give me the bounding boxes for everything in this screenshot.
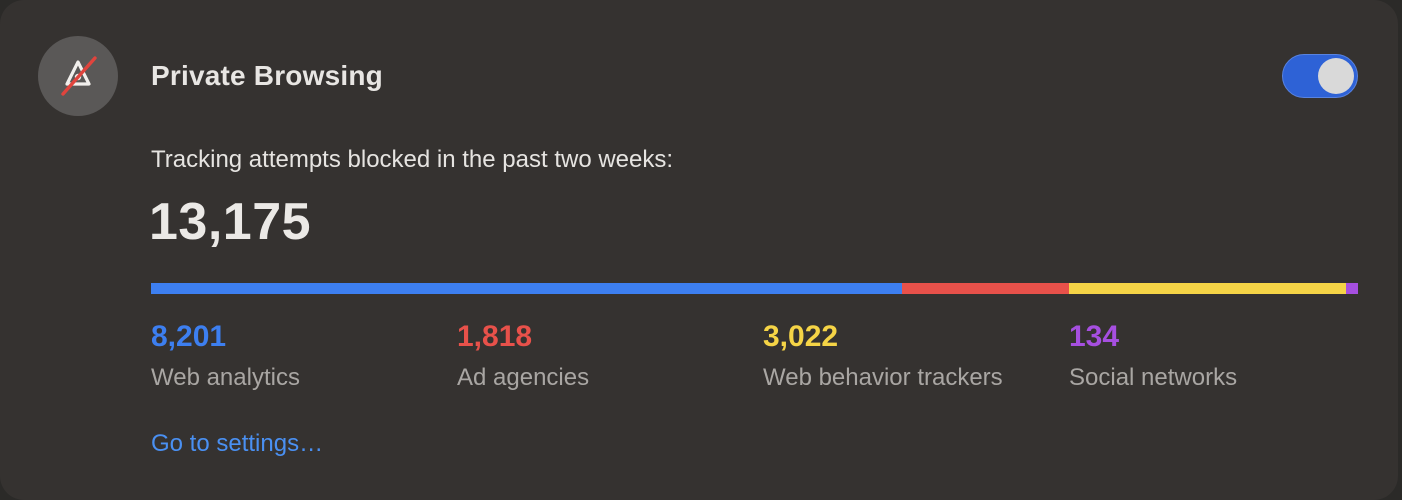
stat-web-analytics: 8,201 Web analytics <box>151 320 300 392</box>
bar-segment-social-networks <box>1345 283 1358 294</box>
stat-label: Ad agencies <box>457 364 590 391</box>
private-browsing-shield-icon <box>38 36 118 116</box>
stat-label: Web behavior trackers <box>763 364 1003 391</box>
toggle-knob <box>1318 58 1354 94</box>
stat-label: Social networks <box>1069 364 1238 391</box>
card-title: Private Browsing <box>151 60 383 91</box>
blocked-total: 13,175 <box>149 193 312 251</box>
private-browsing-toggle[interactable] <box>1282 54 1358 98</box>
tracker-breakdown-bar <box>151 283 1358 294</box>
stat-value: 3,022 <box>763 320 839 353</box>
stat-web-behavior-trackers: 3,022 Web behavior trackers <box>763 320 1003 392</box>
stat-label: Web analytics <box>151 364 300 391</box>
bar-segment-web-analytics <box>151 283 903 294</box>
stat-social-networks: 134 Social networks <box>1069 320 1237 392</box>
stat-value: 1,818 <box>457 320 533 353</box>
bar-segment-web-behavior-trackers <box>1068 283 1346 294</box>
stat-ad-agencies: 1,818 Ad agencies <box>457 320 589 392</box>
bar-segment-ad-agencies <box>902 283 1069 294</box>
go-to-settings-link[interactable]: Go to settings… <box>151 430 324 457</box>
stat-value: 8,201 <box>151 320 227 353</box>
stat-value: 134 <box>1069 320 1120 353</box>
blocked-subtitle: Tracking attempts blocked in the past tw… <box>151 146 674 173</box>
